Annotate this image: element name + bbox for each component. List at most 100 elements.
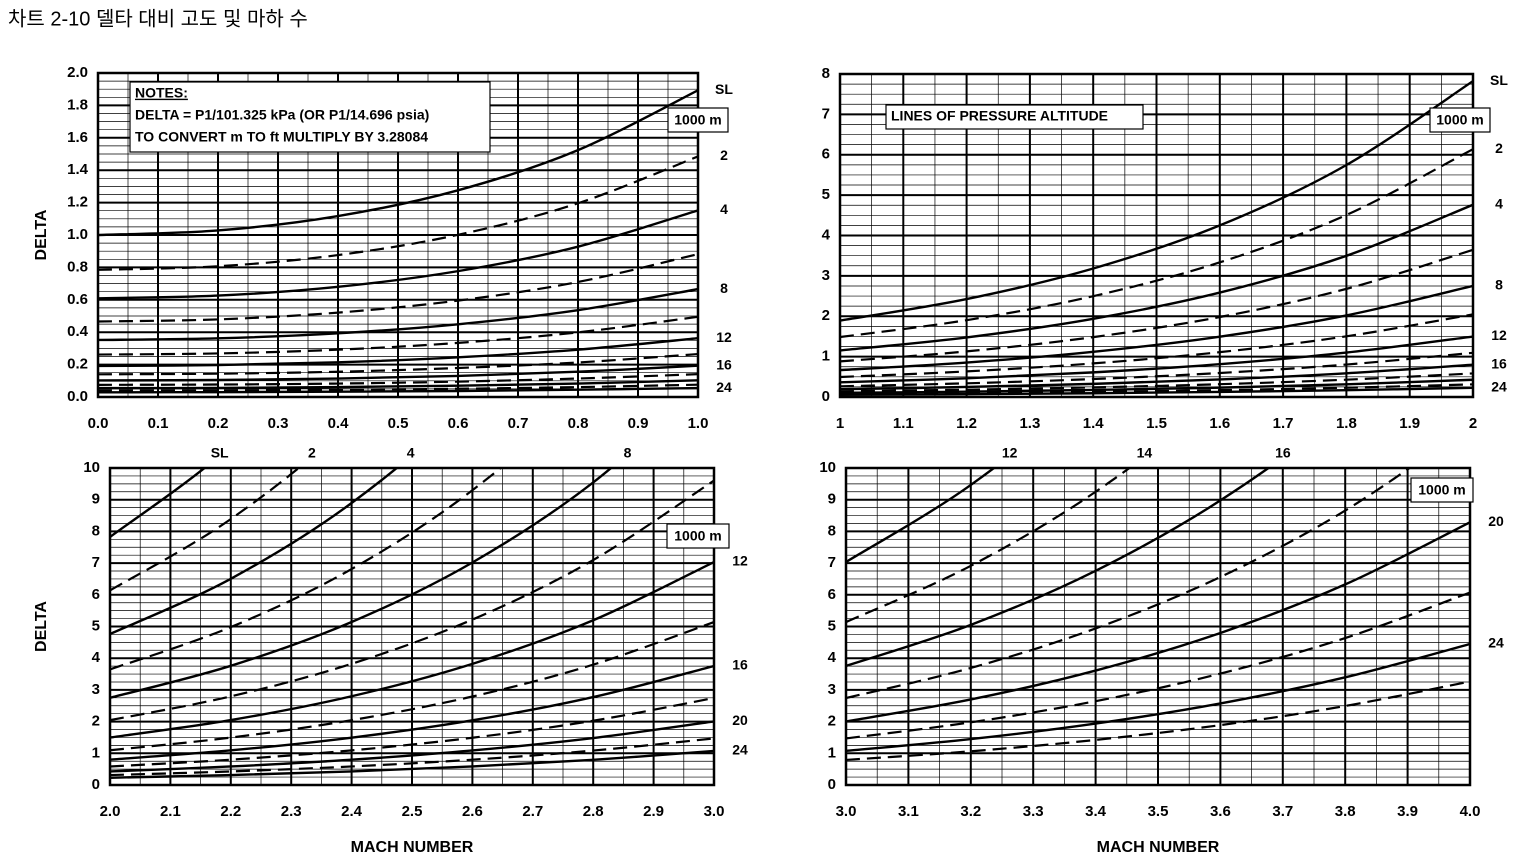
y-tick-label: 3 bbox=[822, 267, 830, 284]
note-text: TO CONVERT m TO ft MULTIPLY BY 3.28084 bbox=[135, 129, 428, 145]
x-tick-label: 3.4 bbox=[1085, 803, 1107, 820]
x-tick-label: 3.0 bbox=[704, 803, 725, 820]
altitude-line bbox=[110, 468, 399, 636]
line-label: 4 bbox=[720, 201, 728, 217]
x-tick-label: 2.5 bbox=[402, 803, 423, 820]
note-text: NOTES: bbox=[135, 85, 188, 101]
y-tick-label: 4 bbox=[822, 226, 831, 243]
altitude-line bbox=[110, 749, 714, 779]
y-tick-label: 3 bbox=[92, 681, 100, 698]
line-label: 24 bbox=[732, 742, 748, 758]
y-tick-label: 8 bbox=[822, 65, 830, 82]
altitude-line bbox=[110, 468, 613, 699]
line-label: 24 bbox=[1488, 635, 1504, 651]
note-text: DELTA = P1/101.325 kPa (OR P1/14.696 psi… bbox=[135, 107, 429, 123]
altitude-line bbox=[110, 468, 503, 671]
notes-box bbox=[885, 104, 1144, 130]
y-tick-label: 6 bbox=[822, 146, 830, 163]
line-label: 2 bbox=[720, 147, 728, 163]
x-tick-label: 0.8 bbox=[568, 415, 589, 432]
y-axis-label: DELTA bbox=[33, 209, 50, 260]
annotation: 1000 m bbox=[1436, 112, 1483, 128]
line-label: 12 bbox=[1002, 445, 1018, 461]
x-tick-label: 0.4 bbox=[328, 415, 350, 432]
y-tick-label: 1.0 bbox=[67, 226, 88, 243]
x-axis-label: MACH NUMBER bbox=[1097, 839, 1220, 856]
y-tick-label: 1 bbox=[92, 744, 100, 761]
altitude-line bbox=[846, 521, 1470, 723]
altitude-line bbox=[846, 680, 1470, 762]
x-tick-label: 0.2 bbox=[208, 415, 229, 432]
x-tick-label: 4.0 bbox=[1460, 803, 1481, 820]
x-tick-label: 3.3 bbox=[1023, 803, 1044, 820]
altitude-line bbox=[846, 468, 997, 564]
altitude-line bbox=[840, 248, 1473, 363]
x-tick-label: 0.7 bbox=[508, 415, 529, 432]
altitude-line bbox=[840, 148, 1473, 339]
altitude-line bbox=[840, 335, 1473, 384]
y-tick-label: 9 bbox=[828, 491, 836, 508]
x-tick-label: 2.7 bbox=[522, 803, 543, 820]
annotation: 1000 m bbox=[674, 528, 721, 544]
y-tick-label: 7 bbox=[92, 554, 100, 571]
x-tick-label: 1.6 bbox=[1209, 415, 1230, 432]
altitude-line bbox=[110, 479, 714, 722]
altitude-line bbox=[840, 80, 1473, 322]
note-text: LINES OF PRESSURE ALTITUDE bbox=[891, 108, 1108, 124]
y-tick-label: 2 bbox=[92, 713, 100, 730]
altitude-line bbox=[98, 89, 698, 237]
altitude-line bbox=[846, 468, 1271, 668]
line-label: 24 bbox=[1491, 378, 1507, 394]
y-tick-label: 6 bbox=[828, 586, 836, 603]
y-tick-label: 0 bbox=[828, 776, 836, 793]
altitude-line bbox=[110, 621, 714, 752]
line-label: 16 bbox=[1275, 445, 1291, 461]
altitude-line bbox=[110, 737, 714, 777]
y-tick-label: 1.4 bbox=[67, 161, 89, 178]
altitude-line bbox=[98, 336, 698, 368]
x-tick-label: 2.4 bbox=[341, 803, 363, 820]
altitude-line bbox=[110, 560, 714, 739]
altitude-line bbox=[840, 351, 1473, 388]
x-tick-label: 1.2 bbox=[956, 415, 977, 432]
x-tick-label: 3.7 bbox=[1272, 803, 1293, 820]
x-tick-label: 3.8 bbox=[1335, 803, 1356, 820]
line-label: 8 bbox=[624, 445, 632, 461]
x-tick-label: 2.3 bbox=[281, 803, 302, 820]
y-tick-label: 1 bbox=[828, 744, 836, 761]
altitude-line bbox=[840, 203, 1473, 352]
line-label: 4 bbox=[1495, 195, 1503, 211]
line-label: 8 bbox=[1495, 277, 1503, 293]
annotation-box bbox=[1410, 477, 1474, 503]
altitude-line bbox=[840, 284, 1473, 372]
x-tick-label: 1.8 bbox=[1336, 415, 1357, 432]
y-tick-label: 7 bbox=[828, 554, 836, 571]
x-axis-label: MACH NUMBER bbox=[351, 839, 474, 856]
altitude-line bbox=[840, 313, 1473, 379]
y-tick-label: 2.0 bbox=[67, 64, 88, 81]
y-tick-label: 5 bbox=[828, 617, 836, 634]
y-tick-label: 0.8 bbox=[67, 258, 88, 275]
x-tick-label: 2.1 bbox=[160, 803, 181, 820]
line-label: 16 bbox=[1491, 355, 1507, 371]
y-tick-label: 2 bbox=[822, 307, 830, 324]
altitude-line bbox=[840, 372, 1473, 393]
x-tick-label: 0.0 bbox=[88, 415, 109, 432]
x-tick-label: 1.5 bbox=[1146, 415, 1167, 432]
line-label: 14 bbox=[1137, 445, 1153, 461]
notes-box bbox=[129, 81, 491, 153]
plot-border bbox=[844, 466, 1472, 787]
x-tick-label: 0.6 bbox=[448, 415, 469, 432]
y-tick-label: 1.2 bbox=[67, 194, 88, 211]
altitude-line bbox=[98, 253, 698, 323]
y-tick-label: 4 bbox=[92, 649, 101, 666]
y-tick-label: 5 bbox=[822, 186, 830, 203]
y-axis-label: DELTA bbox=[33, 601, 50, 652]
altitude-line bbox=[98, 386, 698, 394]
y-tick-label: 0 bbox=[92, 776, 100, 793]
line-label: 2 bbox=[1495, 140, 1503, 156]
line-label: 12 bbox=[1491, 327, 1507, 343]
annotation-box bbox=[666, 523, 730, 549]
line-label: 24 bbox=[716, 379, 732, 395]
x-tick-label: 0.3 bbox=[268, 415, 289, 432]
